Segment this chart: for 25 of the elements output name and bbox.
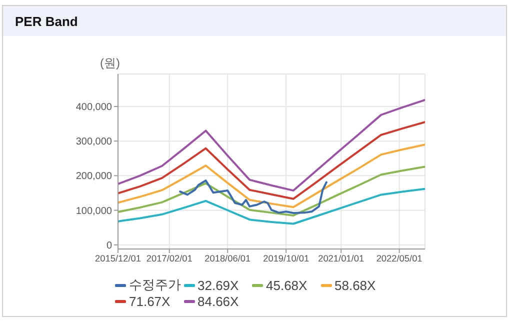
x-tick-label: 2018/06/01	[204, 254, 251, 264]
legend-label: 71.67X	[129, 294, 170, 308]
y-tick-label: 300,000	[76, 136, 112, 148]
x-tick-label: 2021/01/01	[318, 254, 364, 264]
legend-label: 수정주가	[129, 276, 181, 294]
x-tick-label: 2022/05/01	[376, 254, 422, 264]
x-tick-label: 2019/10/01	[263, 254, 310, 264]
y-tick-label: 200,000	[76, 171, 112, 182]
line-series	[179, 180, 328, 214]
x-tick-label: 2017/02/01	[146, 254, 192, 264]
line-series	[118, 188, 425, 225]
y-tick-label: 100,000	[76, 206, 112, 217]
y-tick-label: 400,000	[76, 102, 112, 114]
y-axis-title: (원)	[100, 55, 120, 72]
legend-label: 58.68X	[334, 278, 376, 292]
legend-label: 84.66X	[198, 294, 239, 308]
y-tick-label: 0	[106, 240, 112, 252]
line-series	[118, 166, 425, 216]
chart-title: PER Band	[15, 14, 78, 29]
line-series	[118, 144, 425, 208]
x-tick-label: 2015/12/01	[95, 254, 141, 264]
legend-label: 45.68X	[266, 278, 308, 292]
legend-label: 32.69X	[198, 278, 239, 292]
line-series	[118, 98, 425, 192]
line-series	[118, 121, 425, 200]
